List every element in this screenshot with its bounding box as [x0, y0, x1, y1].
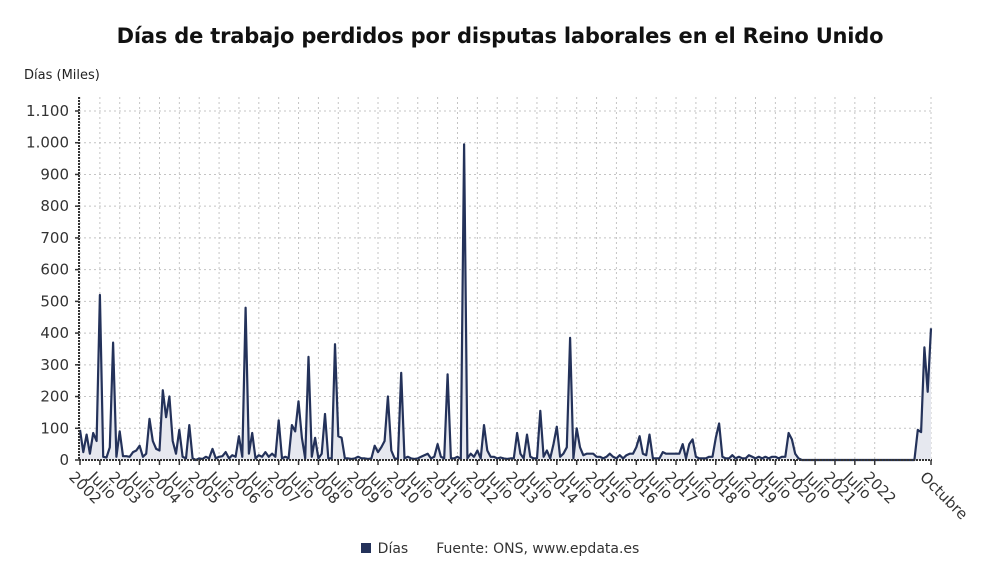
legend-swatch — [360, 543, 371, 553]
y-tick-label: 900 — [40, 165, 69, 183]
legend: Días Fuente: ONS, www.epdata.es — [0, 541, 1000, 557]
x-tick-label: Octubre — [916, 468, 971, 523]
series-line-dias — [78, 143, 933, 462]
legend-series-label: Días — [377, 541, 409, 557]
y-tick-label: 600 — [40, 261, 69, 279]
y-tick-label: 0 — [59, 451, 69, 469]
y-tick-label: 400 — [40, 324, 69, 342]
y-axis-ticks: 0 100 200 300 400 500 600 700 800 900 1.000 1.100 — [26, 102, 79, 469]
source-note: Fuente: ONS, www.epdata.es — [436, 541, 640, 557]
y-axis-title: Días (Miles) — [24, 68, 100, 83]
gridlines — [79, 97, 932, 460]
x-axis-ticks: 2002Julio2003Julio2004Julio2005Julio2006… — [65, 460, 971, 523]
y-tick-label: 100 — [40, 419, 69, 437]
y-tick-label: 1.100 — [26, 102, 69, 120]
y-tick-label: 800 — [40, 197, 69, 215]
y-tick-label: 200 — [40, 388, 69, 406]
series-area-dias — [80, 144, 931, 461]
y-tick-label: 300 — [40, 356, 69, 374]
chart-title: Días de trabajo perdidos por disputas la… — [116, 24, 884, 48]
y-tick-label: 1.000 — [26, 134, 69, 152]
y-tick-label: 500 — [40, 292, 69, 310]
y-tick-label: 700 — [40, 229, 69, 247]
